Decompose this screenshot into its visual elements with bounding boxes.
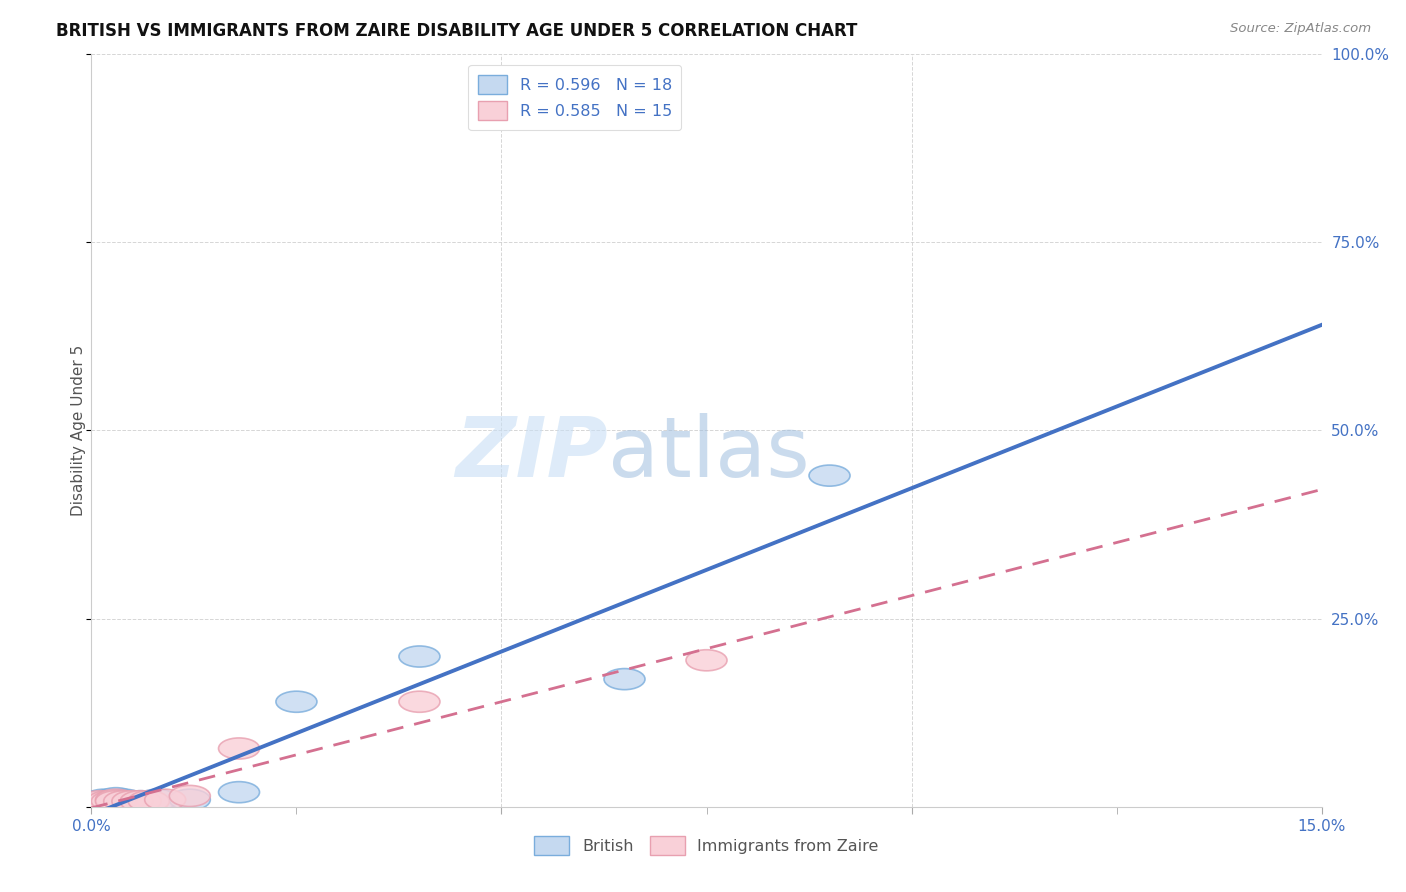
Ellipse shape — [79, 790, 120, 812]
Ellipse shape — [104, 789, 145, 810]
Ellipse shape — [169, 785, 211, 806]
Ellipse shape — [83, 789, 124, 810]
Ellipse shape — [145, 789, 186, 810]
Ellipse shape — [112, 790, 153, 812]
Text: Source: ZipAtlas.com: Source: ZipAtlas.com — [1230, 22, 1371, 36]
Ellipse shape — [96, 790, 136, 812]
Text: atlas: atlas — [607, 412, 810, 493]
Ellipse shape — [104, 790, 145, 812]
Ellipse shape — [276, 691, 316, 713]
Ellipse shape — [399, 646, 440, 667]
Ellipse shape — [79, 790, 120, 812]
Ellipse shape — [91, 789, 132, 810]
Y-axis label: Disability Age Under 5: Disability Age Under 5 — [70, 345, 86, 516]
Ellipse shape — [120, 790, 162, 812]
Ellipse shape — [399, 691, 440, 713]
Ellipse shape — [605, 669, 645, 690]
Legend: British, Immigrants from Zaire: British, Immigrants from Zaire — [526, 828, 887, 863]
Ellipse shape — [218, 781, 260, 803]
Ellipse shape — [169, 789, 211, 810]
Ellipse shape — [100, 790, 141, 812]
Ellipse shape — [128, 790, 169, 812]
Ellipse shape — [108, 790, 149, 812]
Ellipse shape — [808, 465, 851, 486]
Ellipse shape — [686, 649, 727, 671]
Ellipse shape — [87, 793, 128, 814]
Text: BRITISH VS IMMIGRANTS FROM ZAIRE DISABILITY AGE UNDER 5 CORRELATION CHART: BRITISH VS IMMIGRANTS FROM ZAIRE DISABIL… — [56, 22, 858, 40]
Ellipse shape — [136, 789, 177, 810]
Ellipse shape — [96, 789, 136, 810]
Ellipse shape — [75, 793, 115, 814]
Ellipse shape — [87, 790, 128, 812]
Ellipse shape — [112, 790, 153, 812]
Text: ZIP: ZIP — [456, 412, 607, 493]
Ellipse shape — [91, 790, 132, 812]
Ellipse shape — [75, 793, 115, 814]
Ellipse shape — [120, 790, 162, 812]
Ellipse shape — [218, 738, 260, 759]
Ellipse shape — [96, 788, 136, 809]
